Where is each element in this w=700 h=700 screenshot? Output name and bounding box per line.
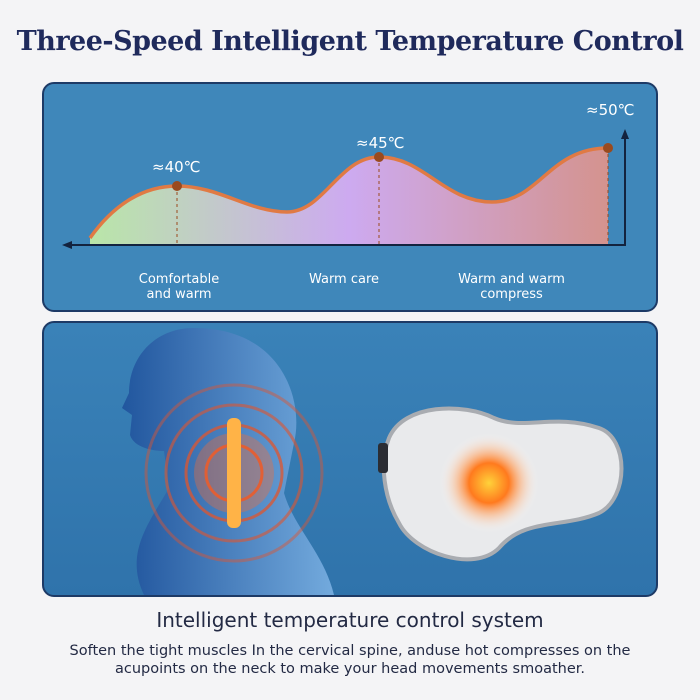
level-label-3-line1: Warm and warm (458, 272, 565, 287)
temperature-curve-chart (62, 129, 629, 249)
temp-label-50: ≈50℃ (586, 101, 635, 119)
level-label-1: Comfortable and warm (114, 272, 244, 302)
marker-2 (374, 152, 384, 162)
y-axis-arrow-icon (621, 129, 629, 139)
marker-1 (172, 181, 182, 191)
illustration-panel (42, 321, 658, 597)
neck-pillow-product (378, 406, 624, 562)
page-title: Three-Speed Intelligent Temperature Cont… (16, 26, 684, 57)
level-label-2-line1: Warm care (308, 272, 380, 287)
temp-label-45: ≈45℃ (356, 134, 405, 152)
section-subtitle: Intelligent temperature control system (156, 608, 544, 632)
spine-icon (227, 418, 241, 528)
temp-label-40: ≈40℃ (152, 158, 201, 176)
level-label-1-line2: and warm (146, 287, 212, 302)
section-description: Soften the tight muscles In the cervical… (0, 642, 700, 678)
description-line-1: Soften the tight muscles In the cervical… (69, 643, 631, 659)
level-label-2: Warm care (279, 272, 409, 287)
level-label-3: Warm and warm compress (434, 272, 589, 302)
marker-3 (603, 143, 613, 153)
level-label-3-line2: compress (480, 287, 543, 302)
temperature-chart-panel: ≈40℃ ≈45℃ ≈50℃ Comfortable and warm Warm… (42, 82, 658, 312)
x-axis-arrow-icon (62, 241, 72, 249)
neck-heat-illustration (122, 328, 624, 595)
level-label-1-line1: Comfortable (138, 272, 220, 287)
curve-fill (90, 148, 608, 245)
description-line-2: acupoints on the neck to make your head … (114, 661, 586, 677)
